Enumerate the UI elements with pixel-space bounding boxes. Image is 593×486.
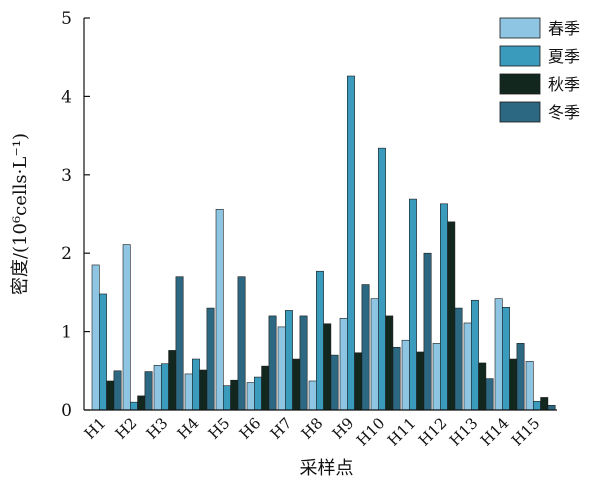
bar-H6-series-1 xyxy=(246,382,255,411)
bar-H13-series-4 xyxy=(485,378,494,411)
bar-H7-series-1 xyxy=(277,326,286,411)
bar-H8-series-1 xyxy=(308,380,317,411)
bar-H12-series-2 xyxy=(439,203,448,411)
bar-H5-series-2 xyxy=(223,385,231,411)
y-axis-ticks: 0 1 2 3 4 5 xyxy=(61,9,90,421)
legend-label: 冬季 xyxy=(548,103,580,122)
bar-H3-series-4 xyxy=(175,276,184,411)
bar-H11-series-1 xyxy=(401,339,410,411)
x-tick-label: H9 xyxy=(329,414,358,443)
bar-H14-series-1 xyxy=(494,298,503,411)
bar-H15-series-3 xyxy=(540,397,549,411)
bar-H12-series-3 xyxy=(447,221,456,411)
bar-H12-series-1 xyxy=(432,343,441,411)
bar-H10-series-4 xyxy=(392,346,401,411)
x-tick-label: H13 xyxy=(446,414,481,449)
x-tick-label: H11 xyxy=(384,414,419,449)
bar-H10-series-1 xyxy=(370,298,379,411)
legend-label: 秋季 xyxy=(548,75,580,94)
bar-H15-series-1 xyxy=(525,361,534,411)
bar-H14-series-4 xyxy=(516,343,525,411)
bar-H3-series-1 xyxy=(153,365,162,411)
x-tick-label: H4 xyxy=(174,414,203,443)
bar-H6-series-4 xyxy=(268,315,277,411)
y-tick-label: 0 xyxy=(61,401,72,421)
bar-H15-series-2 xyxy=(532,401,541,411)
bar-H9-series-4 xyxy=(361,284,370,411)
bar-H5-series-3 xyxy=(230,379,239,411)
bar-H2-series-3 xyxy=(137,395,146,411)
bar-H3-series-2 xyxy=(161,363,169,411)
bar-H9-series-1 xyxy=(339,317,348,411)
legend-swatch xyxy=(499,45,541,67)
bar-H4-series-2 xyxy=(192,358,200,411)
bar-H8-series-4 xyxy=(330,354,339,411)
bar-H4-series-1 xyxy=(184,373,193,411)
legend-label: 夏季 xyxy=(548,47,580,66)
bar-H1-series-2 xyxy=(99,293,107,411)
bar-H10-series-3 xyxy=(385,315,394,411)
x-tick-label: H2 xyxy=(112,414,141,443)
bar-H7-series-4 xyxy=(299,315,308,411)
bar-H13-series-2 xyxy=(470,299,479,411)
x-tick-label: H6 xyxy=(236,414,265,443)
y-tick-label: 1 xyxy=(61,323,72,343)
bar-H13-series-1 xyxy=(463,322,472,411)
bar-H1-series-4 xyxy=(113,370,122,411)
bar-H10-series-2 xyxy=(377,147,386,411)
x-axis-title: 采样点 xyxy=(300,458,354,479)
x-tick-label: H15 xyxy=(508,414,543,449)
x-tick-label: H12 xyxy=(415,414,450,449)
bar-H11-series-2 xyxy=(408,198,417,411)
bar-H6-series-3 xyxy=(261,365,270,411)
bar-H8-series-2 xyxy=(315,270,324,411)
x-tick-label: H3 xyxy=(143,414,172,443)
x-tick-label: H7 xyxy=(267,414,296,443)
bar-H11-series-3 xyxy=(416,351,425,411)
x-tick-label: H1 xyxy=(81,414,110,443)
y-tick-label: 2 xyxy=(61,244,72,264)
bar-H7-series-2 xyxy=(284,310,293,411)
bar-H7-series-3 xyxy=(292,358,301,411)
bar-H12-series-4 xyxy=(454,307,463,411)
x-tick-label: H10 xyxy=(353,414,388,449)
bar-H14-series-2 xyxy=(501,306,510,411)
bar-H4-series-4 xyxy=(206,307,215,411)
bar-H5-series-1 xyxy=(215,208,224,411)
bar-H15-series-4 xyxy=(547,404,556,411)
bar-H8-series-3 xyxy=(323,323,332,411)
legend-swatch xyxy=(499,73,541,95)
legend-swatch xyxy=(499,17,541,39)
bar-H3-series-3 xyxy=(168,350,177,411)
bar-H9-series-3 xyxy=(354,352,363,411)
bar-H2-series-2 xyxy=(130,401,138,411)
bar-H14-series-3 xyxy=(509,358,518,411)
bar-H13-series-3 xyxy=(478,362,487,411)
bar-H9-series-2 xyxy=(346,75,355,411)
legend-label: 春季 xyxy=(548,19,580,38)
y-tick-label: 4 xyxy=(61,87,72,107)
bar-H4-series-3 xyxy=(199,369,208,411)
y-tick-label: 3 xyxy=(61,166,72,186)
bar-H5-series-4 xyxy=(237,276,246,411)
y-tick-label: 5 xyxy=(61,9,72,29)
legend-swatch xyxy=(499,101,541,123)
bar-H11-series-4 xyxy=(423,252,432,411)
bar-H6-series-2 xyxy=(254,376,262,411)
bar-H2-series-1 xyxy=(122,244,131,411)
x-tick-label: H14 xyxy=(477,414,512,449)
bars xyxy=(91,75,556,411)
bar-H1-series-3 xyxy=(106,380,115,411)
bar-H1-series-1 xyxy=(91,264,100,411)
bar-H2-series-4 xyxy=(144,371,153,411)
x-tick-label: H5 xyxy=(205,414,234,443)
y-axis-title: 密度/(10⁶cells·L⁻¹) xyxy=(10,133,31,295)
x-tick-label: H8 xyxy=(298,414,327,443)
